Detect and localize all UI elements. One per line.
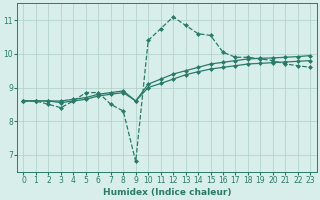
X-axis label: Humidex (Indice chaleur): Humidex (Indice chaleur): [103, 188, 231, 197]
